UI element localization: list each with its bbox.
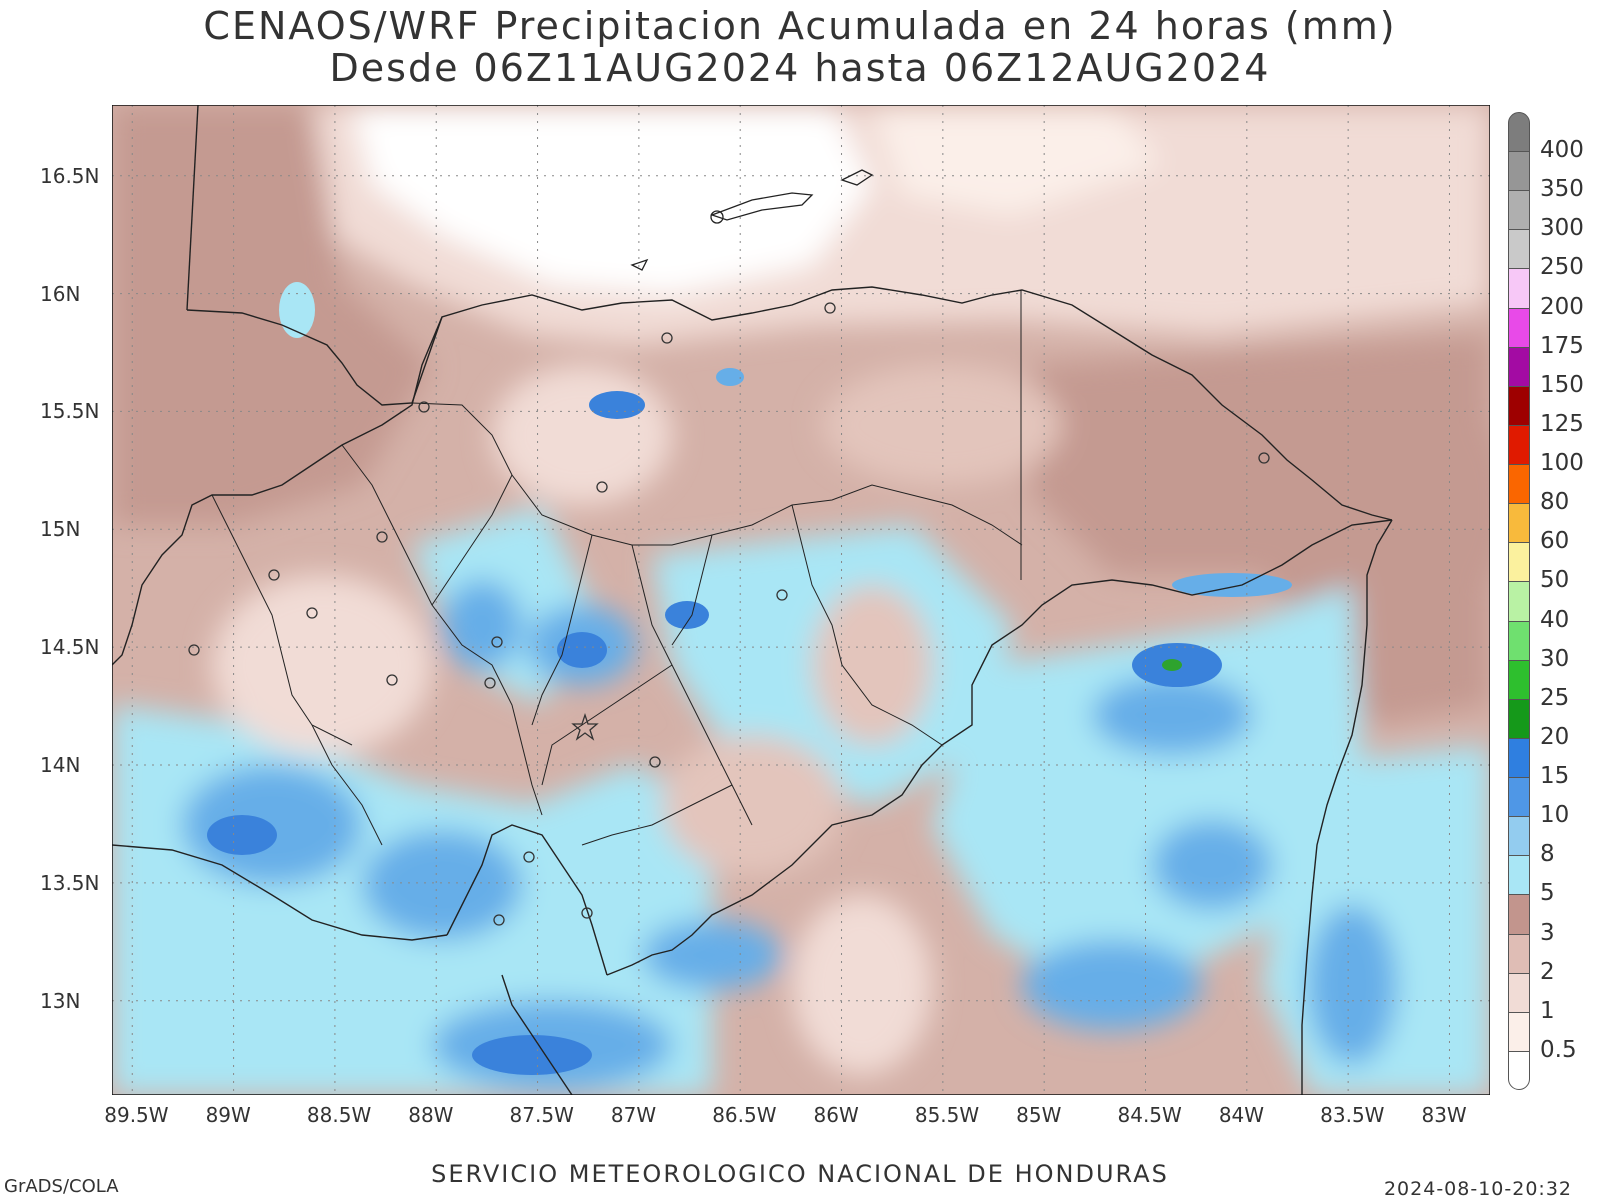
legend-label: 300 <box>1540 215 1584 242</box>
legend-swatch <box>1508 385 1530 426</box>
legend-label: 150 <box>1540 371 1584 398</box>
x-tick-label: 83W <box>1421 1103 1467 1127</box>
y-tick-label: 16N <box>40 281 81 306</box>
legend-label: 350 <box>1540 176 1584 203</box>
x-tick-label: 87W <box>610 1103 657 1127</box>
legend-label: 125 <box>1540 410 1584 437</box>
legend-label: 30 <box>1540 645 1570 672</box>
color-legend <box>1508 112 1534 1090</box>
bay-islands <box>630 169 874 271</box>
legend-label: 10 <box>1540 802 1570 829</box>
x-tick-label: 86W <box>813 1103 859 1127</box>
precip-field <box>112 105 1490 1095</box>
legend-label: 80 <box>1540 489 1570 516</box>
legend-swatch <box>1508 268 1530 309</box>
y-tick-label: 13N <box>40 988 81 1013</box>
legend-swatch <box>1508 581 1530 622</box>
y-tick-label: 15.5N <box>40 399 100 424</box>
legend-swatch <box>1508 464 1530 505</box>
legend-label: 250 <box>1540 254 1584 281</box>
legend-label: 100 <box>1540 450 1584 477</box>
legend-swatch <box>1508 307 1530 348</box>
legend-label: 0.5 <box>1540 1036 1577 1063</box>
legend-swatch <box>1508 816 1530 857</box>
coastline-borders <box>112 105 1393 1095</box>
legend-swatch <box>1508 1011 1530 1052</box>
x-tick-label: 89W <box>205 1103 251 1127</box>
legend-swatch <box>1508 698 1530 739</box>
legend-swatch <box>1508 503 1530 544</box>
map-grid <box>112 105 1490 1095</box>
legend-swatch <box>1508 151 1530 192</box>
legend-swatch <box>1508 346 1530 387</box>
legend-label: 3 <box>1540 919 1555 946</box>
legend-swatch <box>1508 112 1530 153</box>
legend-swatch <box>1508 737 1530 779</box>
legend-label: 40 <box>1540 606 1570 633</box>
legend-label: 1 <box>1540 997 1555 1024</box>
x-tick-label: 84.5W <box>1117 1103 1182 1127</box>
legend-label: 60 <box>1540 528 1570 555</box>
agency-name: SERVICIO METEOROLOGICO NACIONAL DE HONDU… <box>431 1160 1169 1188</box>
precipitation-map <box>112 105 1490 1095</box>
legend-label: 25 <box>1540 684 1570 711</box>
legend-label: 15 <box>1540 763 1570 790</box>
legend-label: 175 <box>1540 332 1584 359</box>
x-tick-label: 88.5W <box>306 1103 372 1127</box>
legend-label: 400 <box>1540 137 1584 164</box>
legend-label: 20 <box>1540 723 1570 750</box>
x-tick-label: 85W <box>1016 1103 1062 1127</box>
legend-swatch <box>1508 659 1530 700</box>
legend-label: 200 <box>1540 293 1584 320</box>
city-markers <box>188 302 1270 926</box>
y-tick-label: 16.5N <box>40 163 100 188</box>
x-tick-label: 86.5W <box>712 1103 777 1127</box>
legend-swatch <box>1508 190 1530 231</box>
y-tick-label: 13.5N <box>40 870 100 895</box>
x-tick-label: 85.5W <box>914 1103 980 1127</box>
timestamp: 2024-08-10-20:32 <box>1383 1178 1572 1200</box>
y-tick-label: 14N <box>40 753 81 777</box>
legend-swatch <box>1508 424 1530 466</box>
legend-swatch <box>1508 933 1530 974</box>
x-tick-label: 83.5W <box>1320 1103 1385 1127</box>
legend-label: 50 <box>1540 567 1570 594</box>
legend-swatch <box>1508 855 1530 896</box>
y-tick-label: 14.5N <box>40 635 100 660</box>
legend-label: 5 <box>1540 880 1555 907</box>
legend-swatch <box>1508 777 1530 818</box>
legend-label: 2 <box>1540 958 1555 985</box>
chart-title: CENAOS/WRF Precipitacion Acumulada en 24… <box>203 4 1397 48</box>
legend-swatch <box>1508 229 1530 270</box>
software-credit: GrADS/COLA <box>4 1176 119 1197</box>
legend-swatch <box>1508 1050 1530 1090</box>
x-tick-label: 84W <box>1218 1103 1265 1127</box>
chart-subtitle: Desde 06Z11AUG2024 hasta 06Z12AUG2024 <box>329 46 1271 90</box>
legend-swatch <box>1508 542 1530 583</box>
x-tick-label: 88W <box>408 1103 454 1127</box>
legend-swatch <box>1508 620 1530 661</box>
capital-star-icon <box>571 712 599 741</box>
y-tick-label: 15N <box>40 517 81 542</box>
legend-swatch <box>1508 894 1530 935</box>
x-tick-label: 87.5W <box>509 1103 574 1127</box>
x-tick-label: 89.5W <box>104 1103 169 1127</box>
legend-label: 8 <box>1540 841 1555 868</box>
legend-swatch <box>1508 972 1530 1013</box>
